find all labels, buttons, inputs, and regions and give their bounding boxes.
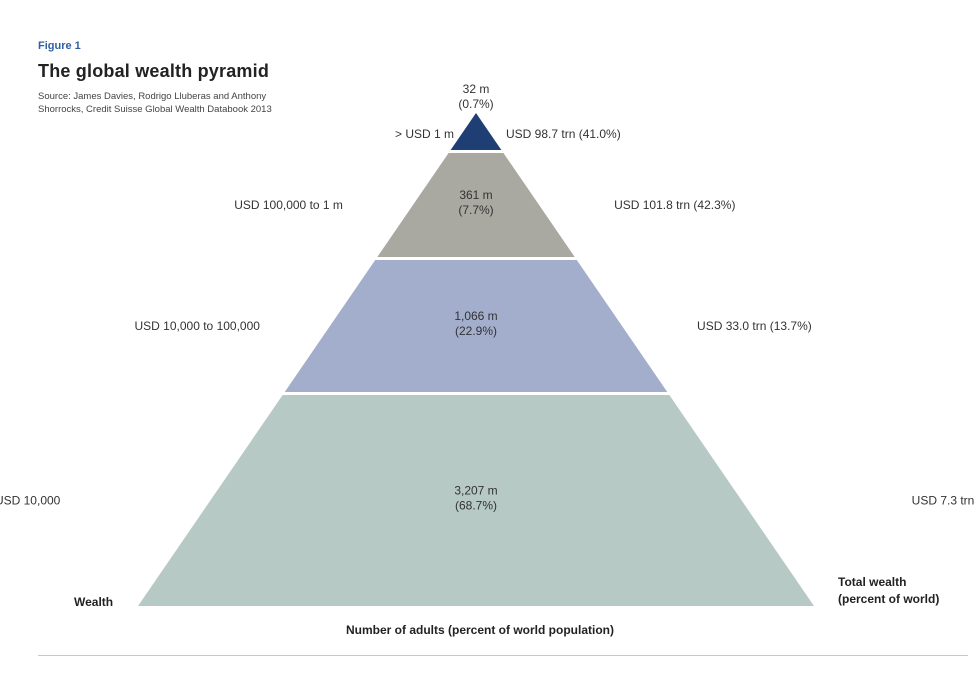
chart-title: The global wealth pyramid xyxy=(38,61,270,81)
pyramid-tier-1 xyxy=(450,113,502,150)
tier-adults-percent: (0.7%) xyxy=(458,97,493,111)
tier-total-wealth: USD 7.3 trn (3.0%) xyxy=(912,494,976,508)
right-axis-label-line2: (percent of world) xyxy=(838,592,939,606)
tier-adults-percent: (68.7%) xyxy=(455,499,497,513)
pyramid-tier-4 xyxy=(138,395,814,606)
tier-wealth-range: USD 10,000 to 100,000 xyxy=(135,319,261,333)
tier-adults-percent: (22.9%) xyxy=(455,324,497,338)
tier-wealth-range: > USD 1 m xyxy=(395,127,454,141)
pyramid-tier-3 xyxy=(284,260,668,392)
right-axis-label-line1: Total wealth xyxy=(838,575,906,589)
bottom-divider xyxy=(38,655,968,656)
tier-adults-count: 1,066 m xyxy=(454,309,497,323)
left-axis-label: Wealth xyxy=(74,595,113,609)
x-axis-label: Number of adults (percent of world popul… xyxy=(346,623,614,637)
pyramid-labels: 32 m(0.7%) > USD 1 m USD 98.7 trn (41.0%) 3… xyxy=(0,82,976,513)
source-note: Source: James Davies, Rodrigo Lluberas a… xyxy=(38,91,272,115)
pyramid-tier-2 xyxy=(377,153,575,257)
tier-wealth-range: < USD 10,000 xyxy=(0,494,61,508)
tier-adults-percent: (7.7%) xyxy=(458,203,493,217)
tier-adults-count: 3,207 m xyxy=(454,484,497,498)
figure-label: Figure 1 xyxy=(38,40,81,52)
tier-total-wealth: USD 98.7 trn (41.0%) xyxy=(506,127,621,141)
pyramid-tiers xyxy=(138,113,814,606)
tier-total-wealth: USD 101.8 trn (42.3%) xyxy=(614,198,735,212)
tier-adults-count: 361 m xyxy=(459,188,492,202)
tier-total-wealth: USD 33.0 trn (13.7%) xyxy=(697,319,812,333)
tier-adults-count: 32 m xyxy=(463,82,490,96)
tier-wealth-range: USD 100,000 to 1 m xyxy=(234,198,343,212)
